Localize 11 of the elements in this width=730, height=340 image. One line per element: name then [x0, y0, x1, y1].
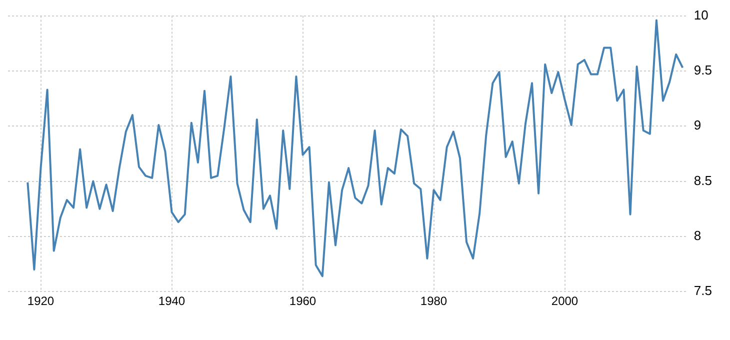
x-tick-label: 1940 [158, 294, 186, 308]
x-tick-label: 1980 [420, 294, 448, 308]
y-tick-label: 8.5 [694, 172, 712, 188]
y-tick-label: 9.5 [694, 62, 712, 78]
y-tick-label: 7.5 [694, 283, 712, 298]
x-tick-label: 1920 [27, 294, 54, 308]
y-tick-label: 8 [694, 228, 702, 244]
y-tick-label: 10 [694, 7, 708, 22]
x-tick-label: 2000 [551, 294, 578, 308]
x-tick-label: 1960 [289, 294, 316, 308]
y-tick-label: 9 [694, 118, 702, 133]
